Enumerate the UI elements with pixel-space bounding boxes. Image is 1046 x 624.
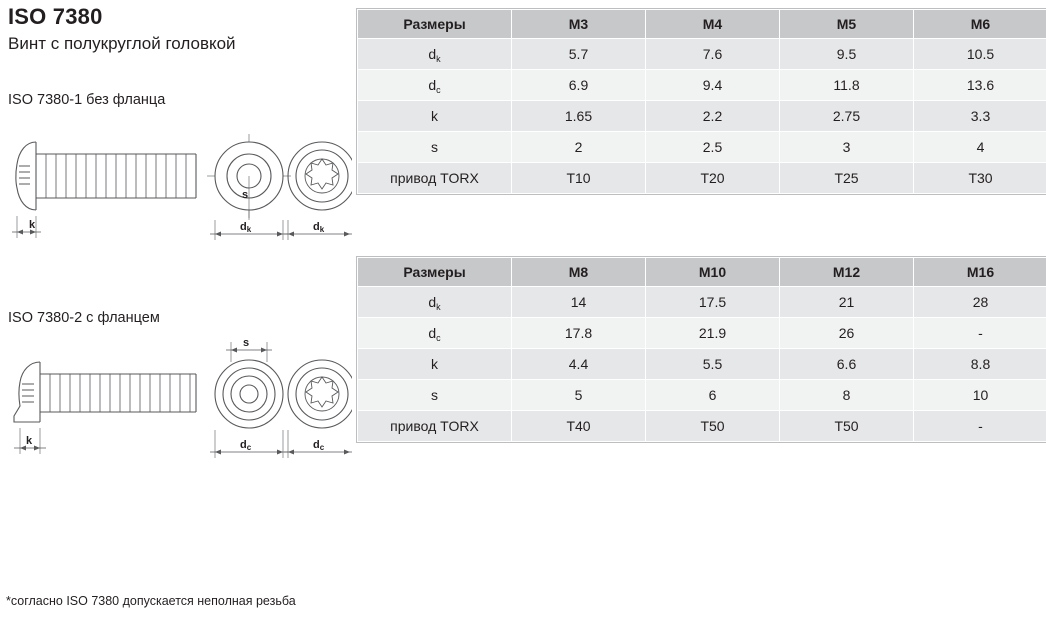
table-cell: 7.6 [645,38,780,70]
table-cell: 17.5 [645,286,780,318]
table-row: dk 14 17.5 21 28 [357,286,1046,318]
table-row: dk 5.7 7.6 9.5 10.5 [357,38,1046,70]
table-row: s 5 6 8 10 [357,379,1046,411]
table-cell: 2 [511,131,646,163]
table-cell: 26 [779,317,914,349]
dim-label-dk-2: dk [313,221,325,234]
table-row: dc 6.9 9.4 11.8 13.6 [357,69,1046,101]
table-cell: 8 [779,379,914,411]
table-cell: 5 [511,379,646,411]
dim-label-dk-1: dk [240,221,252,234]
column-header: M12 [779,257,914,287]
table-sizes-m3-m6-wrap: Размеры M3 M4 M5 M6 dk 5.7 7.6 9.5 10.5 … [356,8,1046,200]
row-label: k [357,348,512,380]
column-header: M3 [511,9,646,39]
screw-drawing-no-flange: k s dk dk [12,134,352,240]
column-header: M16 [913,257,1046,287]
table-cell: - [913,410,1046,442]
table-cell: T50 [645,410,780,442]
table-cell: T25 [779,162,914,194]
dim-label-dc-1: dc [240,439,252,452]
page-title: ISO 7380 [8,4,103,29]
row-label: s [357,131,512,163]
table-cell: 9.5 [779,38,914,70]
table-sizes-m3-m6: Размеры M3 M4 M5 M6 dk 5.7 7.6 9.5 10.5 … [357,9,1046,194]
table-cell: 21 [779,286,914,318]
table-sizes-m8-m16: Размеры M8 M10 M12 M16 dk 14 17.5 21 28 … [357,257,1046,442]
row-label: k [357,100,512,132]
table-cell: 9.4 [645,69,780,101]
column-header: Размеры [357,9,512,39]
table-cell: T20 [645,162,780,194]
dim-label-s-1: s [242,189,248,201]
table-cell: 17.8 [511,317,646,349]
dim-label-s-2: s [243,337,249,349]
table-cell: T10 [511,162,646,194]
left-column: ISO 7380 Винт с полукруглой головкой ISO… [0,0,352,624]
row-label: s [357,379,512,411]
column-header: M5 [779,9,914,39]
table-cell: - [913,317,1046,349]
table-row: k 1.65 2.2 2.75 3.3 [357,100,1046,132]
variant-label-2: ISO 7380-2 с фланцем [8,310,160,326]
row-label: dk [357,38,512,70]
dim-label-k-2: k [26,435,33,447]
column-header: M6 [913,9,1046,39]
table-cell: 6 [645,379,780,411]
table-cell: 3.3 [913,100,1046,132]
table-header-row: Размеры M8 M10 M12 M16 [357,257,1046,287]
table-cell: T40 [511,410,646,442]
column-header: Размеры [357,257,512,287]
table-cell: 2.75 [779,100,914,132]
table-cell: 14 [511,286,646,318]
table-cell: 4 [913,131,1046,163]
table-cell: 3 [779,131,914,163]
table-cell: T30 [913,162,1046,194]
table-cell: 6.9 [511,69,646,101]
row-label: привод TORX [357,410,512,442]
table-row: k 4.4 5.5 6.6 8.8 [357,348,1046,380]
screw-drawing-with-flange: k s dc dc [13,337,352,458]
table-cell: 10 [913,379,1046,411]
table-cell: 10.5 [913,38,1046,70]
row-label: dk [357,286,512,318]
row-label: dc [357,69,512,101]
page-subtitle: Винт с полукруглой головкой [8,34,236,53]
table-row: s 2 2.5 3 4 [357,131,1046,163]
table-cell: 1.65 [511,100,646,132]
table-row: привод TORX T40 T50 T50 - [357,410,1046,442]
table-cell: 21.9 [645,317,780,349]
dim-label-k-1: k [29,219,36,231]
table-header-row: Размеры M3 M4 M5 M6 [357,9,1046,39]
table-row: dc 17.8 21.9 26 - [357,317,1046,349]
row-label: dc [357,317,512,349]
table-cell: 8.8 [913,348,1046,380]
table-sizes-m8-m16-wrap: Размеры M8 M10 M12 M16 dk 14 17.5 21 28 … [356,256,1046,448]
table-cell: 5.7 [511,38,646,70]
variant-label-1: ISO 7380-1 без фланца [8,92,166,108]
table-cell: 2.5 [645,131,780,163]
table-cell: T50 [779,410,914,442]
table-cell: 4.4 [511,348,646,380]
table-cell: 11.8 [779,69,914,101]
table-cell: 13.6 [913,69,1046,101]
table-cell: 2.2 [645,100,780,132]
footnote: *согласно ISO 7380 допускается неполная … [6,594,296,608]
row-label: привод TORX [357,162,512,194]
dim-label-dc-2: dc [313,439,325,452]
column-header: M4 [645,9,780,39]
table-row: привод TORX T10 T20 T25 T30 [357,162,1046,194]
column-header: M10 [645,257,780,287]
table-cell: 6.6 [779,348,914,380]
table-cell: 5.5 [645,348,780,380]
column-header: M8 [511,257,646,287]
table-cell: 28 [913,286,1046,318]
